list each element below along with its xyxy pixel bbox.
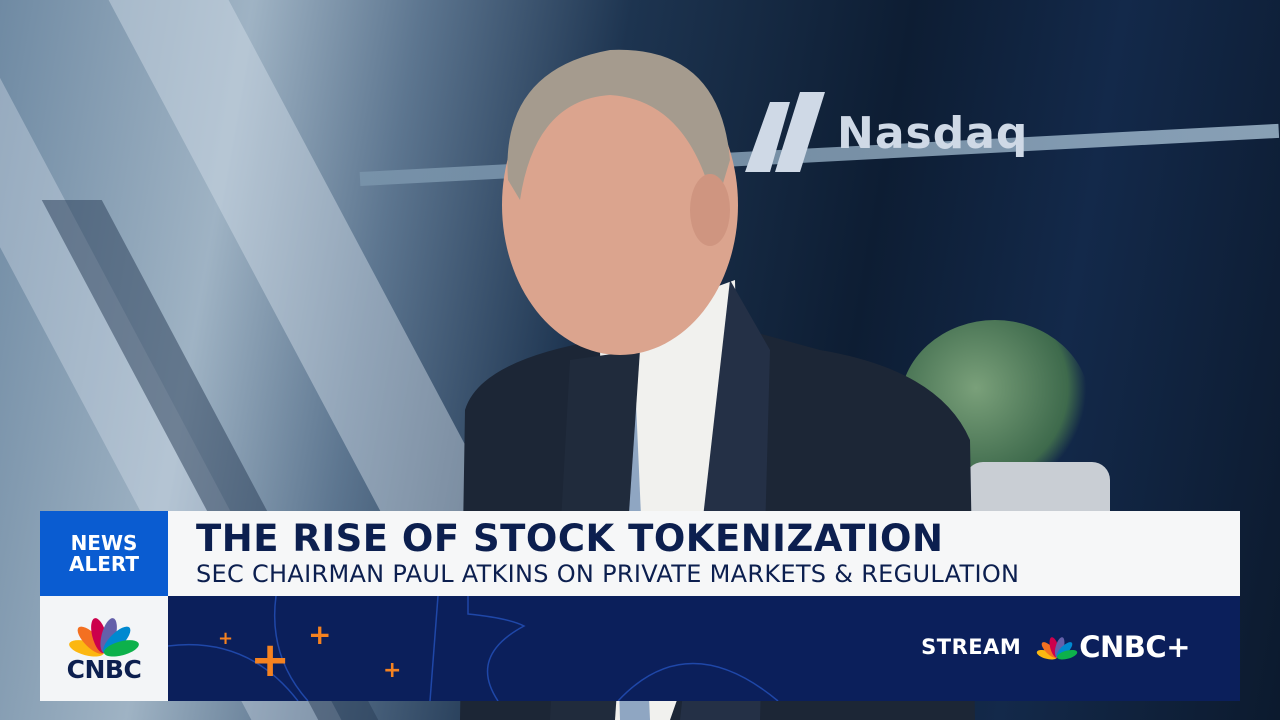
- cnbc-logo: CNBC: [40, 596, 168, 701]
- headline: THE RISE OF STOCK TOKENIZATION: [196, 517, 944, 560]
- plus-icon: +: [383, 658, 402, 683]
- promo-bar: + + + + STREAM CNBC+: [168, 596, 1240, 701]
- plus-icon: +: [218, 628, 234, 649]
- decorative-lines: [168, 596, 779, 701]
- nbc-peacock-icon: [1037, 637, 1078, 660]
- nasdaq-logo-icon: [745, 92, 825, 172]
- nasdaq-sign: Nasdaq: [745, 92, 1028, 172]
- headline-panel: THE RISE OF STOCK TOKENIZATION SEC CHAIR…: [168, 511, 1240, 596]
- plus-icon: +: [308, 618, 332, 651]
- lower-third-chyron: NEWS ALERT CNBC THE RISE OF STOCK TOKENI…: [40, 511, 1240, 701]
- plus-icon: +: [250, 632, 291, 688]
- stream-cnbc-plus-promo: STREAM CNBC+: [921, 630, 1190, 664]
- nbc-peacock-icon: [69, 618, 139, 657]
- news-alert-badge: NEWS ALERT: [40, 511, 168, 596]
- subheadline: SEC CHAIRMAN PAUL ATKINS ON PRIVATE MARK…: [196, 560, 1020, 588]
